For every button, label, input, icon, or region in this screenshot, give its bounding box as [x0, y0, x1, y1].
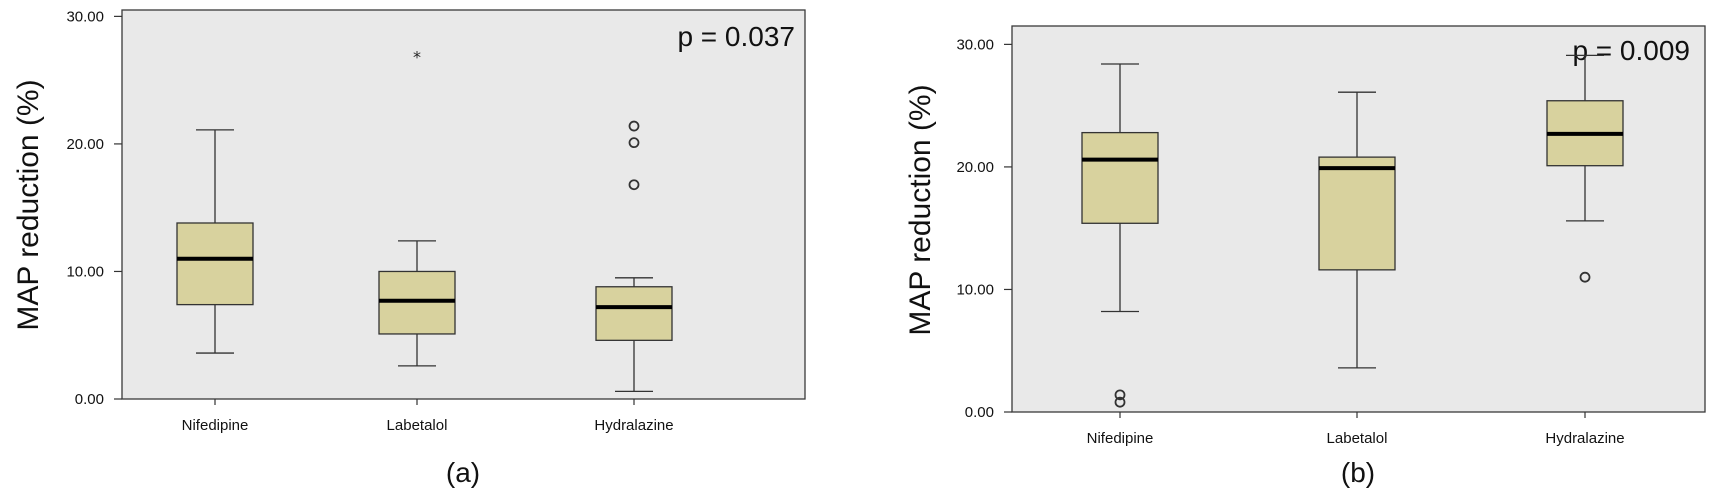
panel-b-x-tick-label: Hydralazine	[1545, 430, 1624, 447]
panel-a-extreme-point: *	[413, 48, 421, 67]
panel-a-x-tick-label: Hydralazine	[594, 417, 673, 434]
panel-b-y-tick-label: 20.00	[956, 159, 994, 176]
panel-a-label: (a)	[446, 457, 480, 488]
panel-b-y-axis-title: MAP reduction (%)	[904, 84, 937, 335]
panel-b-box-nifedipine	[1081, 131, 1159, 224]
panel-b-box-labetalol	[1318, 156, 1396, 271]
panel-b-x-tick-label: Nifedipine	[1087, 430, 1154, 447]
panel-b-y-tick-label: 0.00	[965, 404, 994, 421]
panel-a-outlier-point	[628, 120, 640, 132]
panel-b: MAP reduction (%) p = 0.009 (b) 0.00 10.0…	[904, 25, 1706, 488]
panel-a-outlier-point	[628, 179, 640, 191]
panel-b-p-value: p = 0.009	[1572, 35, 1690, 66]
panel-b-outlier-point	[1114, 389, 1126, 401]
panel-b-marks: 0.00 10.00 20.00 30.00 Nifedipine Labetalol Hy…	[956, 36, 1624, 447]
panel-a: MAP reduction (%) p = 0.037 (a) 0.00 10.0…	[12, 8, 806, 488]
panel-a-y-axis-title: MAP reduction (%)	[12, 79, 45, 330]
panel-a-plot-area	[121, 9, 806, 400]
panel-b-x-tick-label: Labetalol	[1327, 430, 1388, 447]
panel-a-y-tick-label: 30.00	[66, 8, 104, 25]
panel-b-y-tick-label: 30.00	[956, 36, 994, 53]
panel-a-y-tick-label: 10.00	[66, 263, 104, 280]
panel-a-y-tick-label: 20.00	[66, 136, 104, 153]
panel-b-label: (b)	[1341, 457, 1375, 488]
panel-a-y-tick-label: 0.00	[75, 391, 104, 408]
panel-b-outlier-point	[1114, 396, 1126, 408]
panel-a-p-value: p = 0.037	[677, 21, 795, 52]
panel-a-outlier-point	[628, 137, 640, 149]
panel-a-box-nifedipine	[176, 222, 254, 306]
panel-a-x-tick-label: Nifedipine	[182, 417, 249, 434]
panel-b-y-tick-label: 10.00	[956, 281, 994, 298]
panel-a-x-tick-label: Labetalol	[387, 417, 448, 434]
panel-b-outlier-point	[1579, 271, 1591, 283]
panel-a-marks: 0.00 10.00 20.00 30.00 Nifedipine Labetalol Hy…	[66, 8, 673, 434]
panel-a-box-hydralazine	[595, 286, 673, 341]
